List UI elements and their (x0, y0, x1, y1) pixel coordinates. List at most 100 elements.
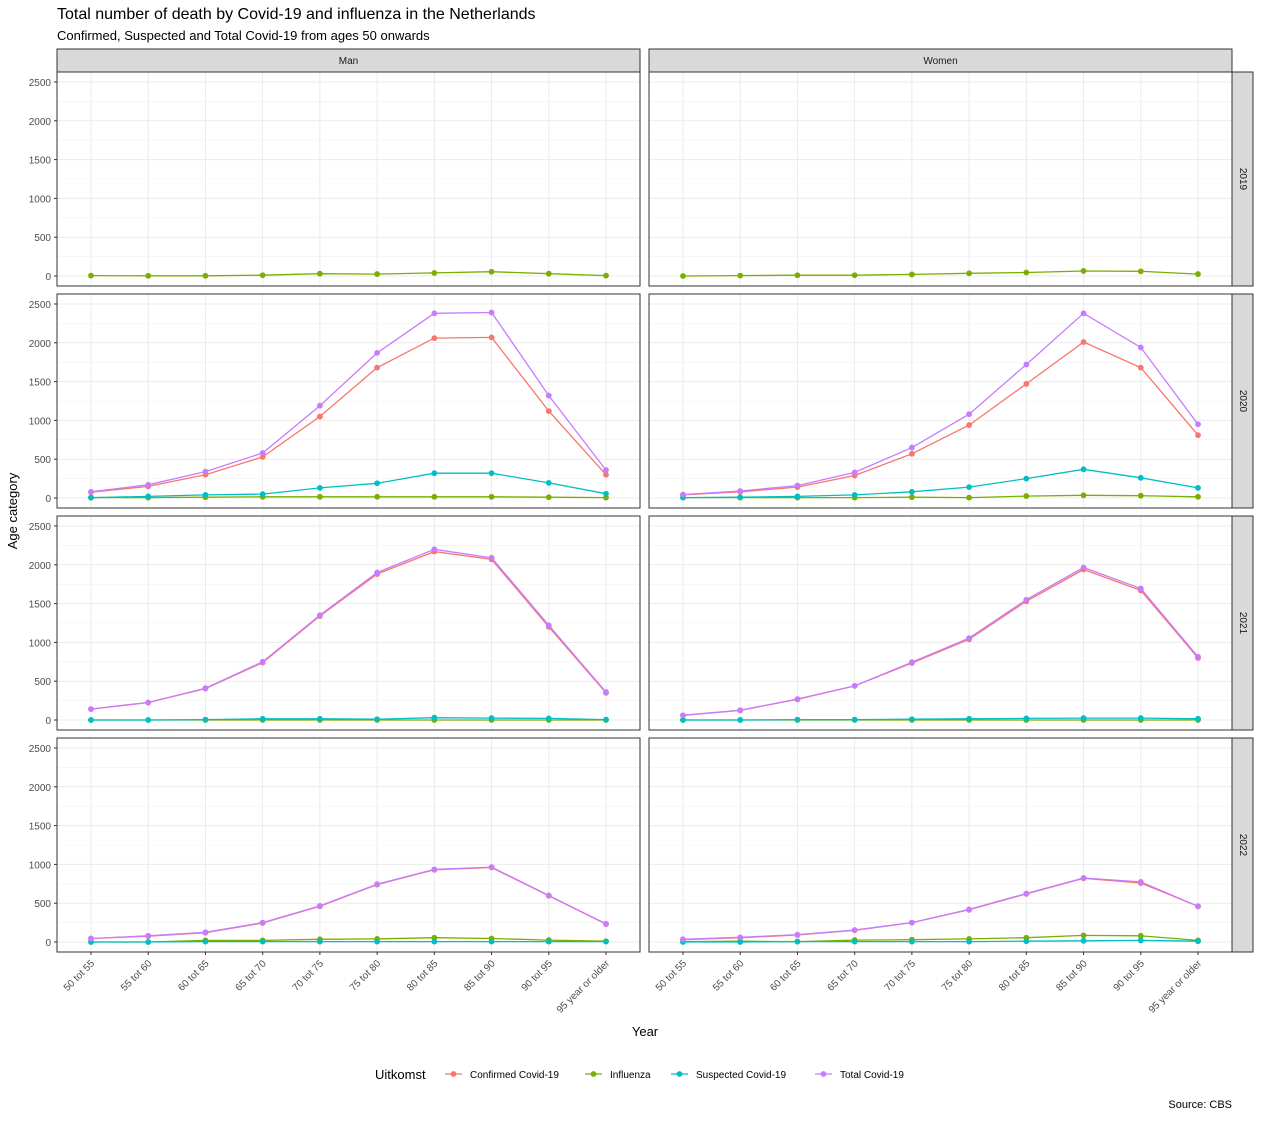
row-strip-2019: 2019 (1232, 72, 1253, 286)
data-point-influenza (88, 273, 94, 279)
data-point-suspected-covid-19 (489, 470, 495, 476)
data-point-total-covid-19 (1195, 903, 1201, 909)
data-point-total-covid-19 (1195, 421, 1201, 427)
data-point-total-covid-19 (489, 310, 495, 316)
data-point-influenza (795, 272, 801, 278)
data-point-influenza (909, 494, 915, 500)
data-point-influenza (966, 270, 972, 276)
data-point-suspected-covid-19 (852, 939, 858, 945)
data-point-suspected-covid-19 (317, 716, 323, 722)
data-point-suspected-covid-19 (1081, 466, 1087, 472)
data-point-total-covid-19 (966, 907, 972, 913)
panel-man-2020 (57, 294, 640, 508)
row-strip-label: 2022 (1237, 834, 1248, 857)
data-point-confirmed-covid-19 (909, 451, 915, 457)
data-point-suspected-covid-19 (966, 939, 972, 945)
data-point-total-covid-19 (680, 712, 686, 718)
x-tick-label: 55 tot 60 (119, 958, 155, 994)
data-point-suspected-covid-19 (145, 717, 151, 723)
data-point-influenza (431, 270, 437, 276)
data-point-suspected-covid-19 (737, 494, 743, 500)
y-tick-label: 2000 (29, 783, 52, 794)
y-tick-label: 2000 (29, 117, 52, 128)
data-point-influenza (1081, 268, 1087, 274)
data-point-total-covid-19 (88, 706, 94, 712)
x-tick-label: 50 tot 55 (62, 958, 98, 994)
data-point-influenza (909, 272, 915, 278)
row-strip-2022: 2022 (1232, 738, 1253, 952)
data-point-suspected-covid-19 (1081, 938, 1087, 944)
data-point-suspected-covid-19 (966, 716, 972, 722)
legend-label: Confirmed Covid-19 (470, 1070, 559, 1081)
data-point-confirmed-covid-19 (431, 335, 437, 341)
data-point-suspected-covid-19 (909, 489, 915, 495)
data-point-total-covid-19 (1138, 879, 1144, 885)
data-point-total-covid-19 (317, 903, 323, 909)
data-point-suspected-covid-19 (145, 494, 151, 500)
data-point-total-covid-19 (737, 934, 743, 940)
data-point-total-covid-19 (680, 492, 686, 498)
row-strip-2021: 2021 (1232, 516, 1253, 730)
data-point-total-covid-19 (1081, 565, 1087, 571)
column-strip-women: Women (649, 49, 1232, 72)
panel-man-2021 (57, 516, 640, 730)
x-tick-label: 85 tot 90 (462, 958, 498, 994)
x-tick-label: 65 tot 70 (825, 958, 861, 994)
data-point-influenza (1081, 492, 1087, 498)
data-point-confirmed-covid-19 (966, 422, 972, 428)
y-tick-label: 0 (45, 716, 51, 727)
data-point-total-covid-19 (317, 612, 323, 618)
data-point-suspected-covid-19 (489, 939, 495, 945)
x-tick-label: 80 tot 85 (997, 958, 1033, 994)
y-tick-label: 2500 (29, 522, 52, 533)
data-point-suspected-covid-19 (374, 939, 380, 945)
data-point-confirmed-covid-19 (546, 408, 552, 414)
y-axis-title: Age category (5, 472, 20, 549)
data-point-total-covid-19 (374, 570, 380, 576)
x-tick-label: 95 year or older (555, 958, 613, 1016)
data-point-confirmed-covid-19 (1081, 339, 1087, 345)
data-point-suspected-covid-19 (1023, 716, 1029, 722)
source-caption: Source: CBS (1168, 1099, 1232, 1111)
y-tick-label: 0 (45, 494, 51, 505)
data-point-influenza (317, 271, 323, 277)
y-tick-label: 500 (34, 233, 51, 244)
data-point-confirmed-covid-19 (374, 365, 380, 371)
x-axis-title: Year (632, 1024, 659, 1039)
data-point-suspected-covid-19 (603, 491, 609, 497)
data-point-total-covid-19 (852, 469, 858, 475)
y-tick-label: 1500 (29, 822, 52, 833)
data-point-suspected-covid-19 (546, 480, 552, 486)
y-tick-label: 0 (45, 938, 51, 949)
data-point-total-covid-19 (374, 350, 380, 356)
data-point-total-covid-19 (680, 936, 686, 942)
x-tick-label: 60 tot 65 (768, 958, 804, 994)
y-tick-label: 1000 (29, 416, 52, 427)
data-point-total-covid-19 (431, 546, 437, 552)
legend-key-point (821, 1071, 827, 1077)
data-point-suspected-covid-19 (317, 485, 323, 491)
data-point-total-covid-19 (795, 932, 801, 938)
panel-women-2020 (649, 294, 1232, 508)
data-point-total-covid-19 (1195, 654, 1201, 660)
row-strip-label: 2021 (1237, 612, 1248, 635)
data-point-total-covid-19 (737, 707, 743, 713)
data-point-total-covid-19 (966, 411, 972, 417)
data-point-total-covid-19 (145, 700, 151, 706)
panel-women-2019 (649, 72, 1232, 286)
data-point-total-covid-19 (1138, 345, 1144, 351)
legend-label: Total Covid-19 (840, 1070, 904, 1081)
data-point-influenza (966, 495, 972, 501)
panel-man-2022 (57, 738, 640, 952)
legend-key-point (677, 1071, 683, 1077)
data-point-total-covid-19 (88, 936, 94, 942)
legend-label: Suspected Covid-19 (696, 1070, 786, 1081)
x-tick-label: 50 tot 55 (654, 958, 690, 994)
panel-women-2021 (649, 516, 1232, 730)
data-point-influenza (260, 272, 266, 278)
data-point-suspected-covid-19 (203, 717, 209, 723)
